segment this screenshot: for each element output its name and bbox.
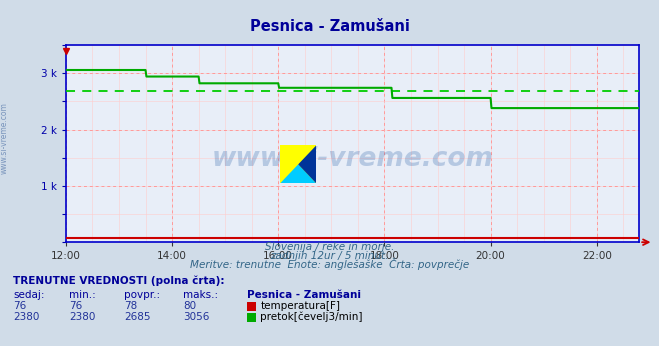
Polygon shape <box>298 145 316 183</box>
Text: 80: 80 <box>183 301 196 311</box>
Text: min.:: min.: <box>69 290 96 300</box>
Text: Pesnica - Zamušani: Pesnica - Zamušani <box>250 19 409 34</box>
Text: www.si-vreme.com: www.si-vreme.com <box>0 102 9 174</box>
Text: 76: 76 <box>13 301 26 311</box>
Text: 3056: 3056 <box>183 312 210 322</box>
Text: pretok[čevelj3/min]: pretok[čevelj3/min] <box>260 312 363 322</box>
Text: 2380: 2380 <box>13 312 40 322</box>
Text: maks.:: maks.: <box>183 290 218 300</box>
Text: 78: 78 <box>124 301 137 311</box>
Text: Meritve: trenutne  Enote: anglešaške  Črta: povprečje: Meritve: trenutne Enote: anglešaške Črta… <box>190 258 469 270</box>
Text: Slovenija / reke in morje.: Slovenija / reke in morje. <box>265 242 394 252</box>
Text: temperatura[F]: temperatura[F] <box>260 301 340 311</box>
Text: sedaj:: sedaj: <box>13 290 45 300</box>
Text: Pesnica - Zamušani: Pesnica - Zamušani <box>247 290 361 300</box>
Polygon shape <box>280 164 316 183</box>
Text: www.si-vreme.com: www.si-vreme.com <box>212 146 494 172</box>
Text: 2685: 2685 <box>124 312 150 322</box>
Text: zadnjih 12ur / 5 minut.: zadnjih 12ur / 5 minut. <box>270 251 389 261</box>
Text: TRENUTNE VREDNOSTI (polna črta):: TRENUTNE VREDNOSTI (polna črta): <box>13 276 225 286</box>
Text: 2380: 2380 <box>69 312 96 322</box>
Text: povpr.:: povpr.: <box>124 290 160 300</box>
Polygon shape <box>280 145 316 183</box>
Text: 76: 76 <box>69 301 82 311</box>
